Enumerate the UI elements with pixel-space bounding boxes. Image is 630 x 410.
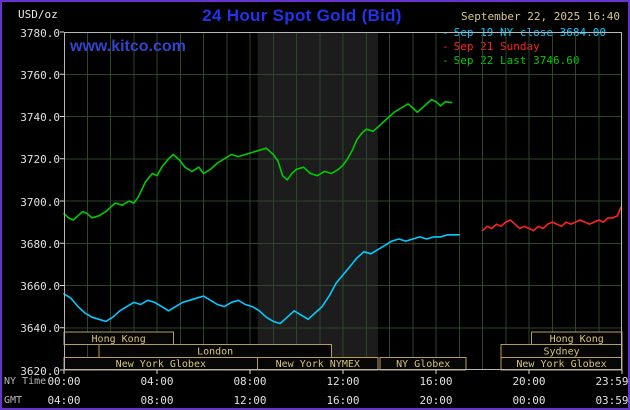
session-label: New York Globex bbox=[516, 359, 606, 370]
x-tick-label-ny: 04:00 bbox=[140, 375, 174, 388]
chart-datetime: September 22, 2025 16:40 bbox=[461, 10, 620, 23]
y-tick-label: 3680.0 bbox=[20, 237, 60, 251]
x-tick-label-ny: 23:59 bbox=[595, 375, 629, 388]
x-tick-label-gmt: 03:59 bbox=[595, 394, 629, 407]
x-tick-label-ny: 12:00 bbox=[326, 375, 360, 388]
x-tick-label-ny: 20:00 bbox=[512, 375, 546, 388]
y-tick-label: 3780.0 bbox=[20, 26, 60, 40]
y-tick-label: 3620.0 bbox=[20, 364, 60, 378]
legend-label: Sep 22 Last 3746.60 bbox=[453, 54, 580, 67]
ny-time-caption: NY Time bbox=[4, 376, 47, 387]
x-tick-label-ny: 08:00 bbox=[233, 375, 267, 388]
x-tick-label-gmt: 08:00 bbox=[140, 394, 174, 407]
x-tick-label-gmt: 20:00 bbox=[419, 394, 453, 407]
plot-border bbox=[64, 32, 622, 370]
x-tick-label-gmt: 16:00 bbox=[326, 394, 360, 407]
session-label: Hong Kong bbox=[92, 334, 146, 345]
y-tick-label: 3660.0 bbox=[20, 280, 60, 293]
y-tick-label: 3740.0 bbox=[20, 111, 60, 124]
y-tick-label: 3760.0 bbox=[20, 68, 60, 82]
y-tick-label: 3720.0 bbox=[20, 153, 60, 167]
session-label: New York Globex bbox=[116, 359, 206, 370]
x-tick-label-ny: 00:00 bbox=[47, 375, 81, 388]
legend-item-sep22-last: - Sep 22 Last 3746.60 bbox=[442, 54, 606, 68]
x-tick-label-ny: 16:00 bbox=[419, 375, 453, 388]
legend-dash-icon: - bbox=[442, 54, 449, 67]
session-label: Hong Kong bbox=[550, 334, 604, 345]
legend-item-sep21-sunday: - Sep 21 Sunday bbox=[442, 40, 606, 54]
chart-title: 24 Hour Spot Gold (Bid) bbox=[202, 6, 402, 25]
x-tick-label-gmt: 00:00 bbox=[512, 394, 546, 407]
price-line-sep22 bbox=[63, 98, 453, 221]
session-label: New York NYMEX bbox=[276, 359, 360, 370]
x-tick-label-gmt: 12:00 bbox=[233, 394, 267, 407]
session-label: London bbox=[197, 346, 233, 357]
y-tick-label: 3640.0 bbox=[20, 322, 60, 336]
gmt-caption: GMT bbox=[4, 395, 23, 406]
y-axis-unit-label: USD/oz bbox=[18, 8, 58, 21]
legend-label: Sep 21 Sunday bbox=[453, 40, 540, 53]
x-tick-label-gmt: 04:00 bbox=[47, 394, 81, 407]
session-label: Sydney bbox=[543, 346, 579, 357]
price-line-sep19 bbox=[63, 234, 461, 325]
kitco-watermark: www.kitco.com bbox=[70, 38, 186, 55]
y-tick-label: 3700.0 bbox=[20, 195, 60, 209]
legend-dash-icon: - bbox=[442, 40, 449, 53]
session-label: NY Globex bbox=[396, 359, 450, 370]
price-line-sep21 bbox=[481, 206, 622, 232]
